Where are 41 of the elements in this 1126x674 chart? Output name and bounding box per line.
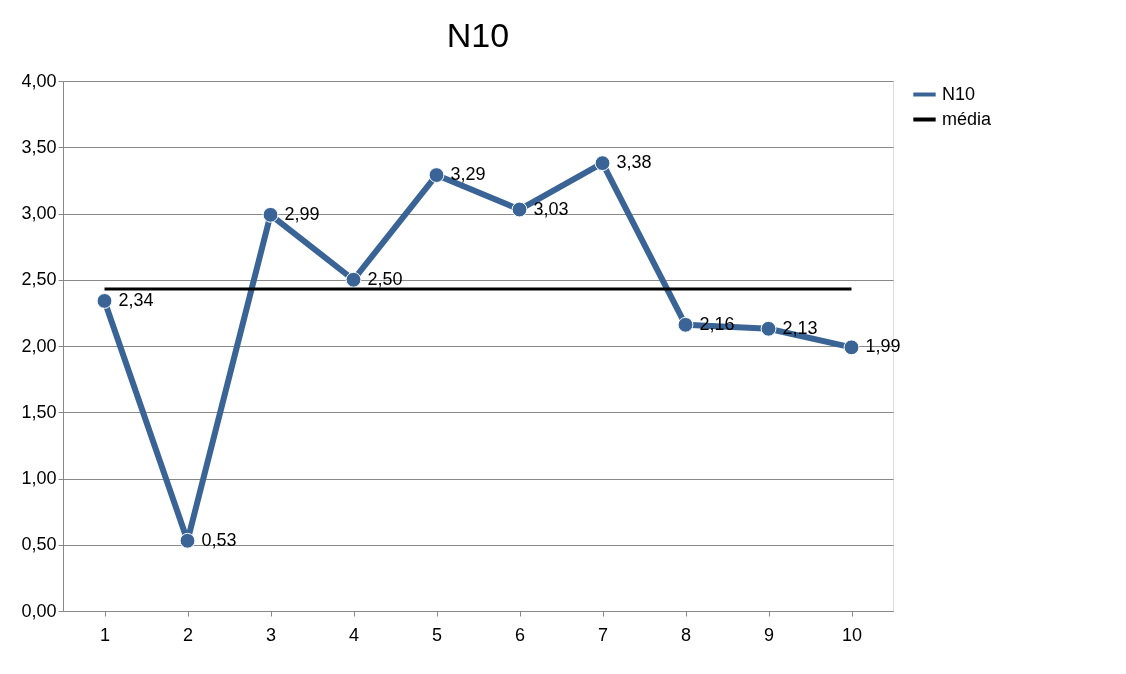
y-tick-label: 1,00 <box>21 468 57 488</box>
legend-label: média <box>942 108 993 129</box>
point <box>594 155 611 172</box>
point <box>760 320 777 337</box>
data-label: 3,38 <box>616 152 652 173</box>
x-tick-label: 8 <box>680 624 692 645</box>
point <box>677 316 694 333</box>
legend-label: N10 <box>942 83 976 104</box>
y-tick-label: 0,00 <box>21 600 57 621</box>
y-tick-label: 0,50 <box>21 534 57 555</box>
point <box>262 206 279 223</box>
point <box>345 271 362 288</box>
data-label: 2,34 <box>118 289 154 310</box>
point <box>428 167 445 183</box>
y-tick-label: 4,00 <box>21 70 57 91</box>
data-label: 2,99 <box>284 203 320 224</box>
point <box>843 339 860 356</box>
x-tick-label: 5 <box>431 624 443 645</box>
y-tick-label: 2,50 <box>21 269 57 290</box>
data-label: 2,50 <box>367 268 403 289</box>
chart-title: N10 <box>446 16 510 54</box>
x-tick-label: 3 <box>265 624 277 645</box>
y-tick-label: 3,00 <box>21 203 57 223</box>
x-tick-label: 9 <box>763 624 775 645</box>
x-tick-label: 4 <box>348 624 360 645</box>
data-label: 1,99 <box>865 336 901 357</box>
data-label: 0,53 <box>201 529 237 550</box>
y-tick-label: 3,50 <box>21 136 57 157</box>
point <box>96 293 113 309</box>
data-label: 3,29 <box>450 164 486 185</box>
data-label: 2,13 <box>782 317 818 338</box>
y-tick-label: 2,00 <box>21 335 57 356</box>
data-label: 3,03 <box>533 198 569 219</box>
x-tick-label: 10 <box>841 624 863 645</box>
y-tick-label: 1,50 <box>21 401 57 422</box>
point <box>511 201 528 218</box>
x-tick-label: 6 <box>514 624 526 645</box>
point <box>179 532 196 549</box>
x-tick-label: 7 <box>597 624 609 645</box>
x-tick-label: 2 <box>182 624 194 645</box>
x-tick-label: 1 <box>99 624 111 645</box>
